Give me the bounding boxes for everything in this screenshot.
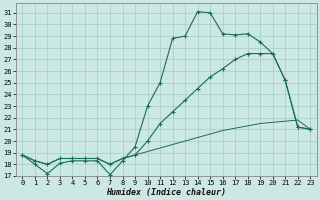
X-axis label: Humidex (Indice chaleur): Humidex (Indice chaleur) xyxy=(106,188,226,197)
